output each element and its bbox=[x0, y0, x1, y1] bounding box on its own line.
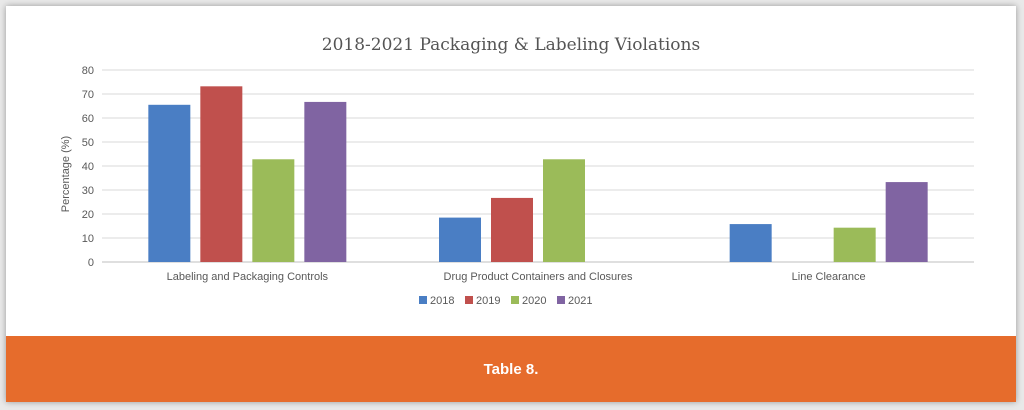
x-tick-label: Labeling and Packaging Controls bbox=[167, 271, 329, 283]
bar-2020-1 bbox=[252, 159, 295, 262]
bars bbox=[148, 86, 928, 262]
y-tick-label: 80 bbox=[82, 65, 94, 77]
y-axis-ticks: 0 10 20 30 40 50 60 70 80 bbox=[82, 65, 94, 269]
y-tick-label: 60 bbox=[82, 113, 94, 125]
gridlines bbox=[102, 69, 974, 263]
y-tick-label: 20 bbox=[82, 209, 94, 221]
y-tick-label: 50 bbox=[82, 137, 94, 149]
legend: 2018 2019 2020 2021 bbox=[419, 295, 592, 307]
legend-swatch bbox=[557, 296, 565, 304]
y-tick-label: 40 bbox=[82, 161, 94, 173]
caption-text: Table 8. bbox=[483, 360, 539, 378]
y-tick-label: 30 bbox=[82, 185, 94, 197]
bar-2018-3 bbox=[729, 224, 772, 262]
bar-2021-1 bbox=[304, 101, 347, 262]
legend-swatch bbox=[419, 296, 427, 304]
caption-banner: Table 8. bbox=[6, 336, 1016, 402]
bar-chart: 2018-2021 Packaging & Labeling Violation… bbox=[60, 35, 974, 307]
legend-swatch bbox=[465, 296, 473, 304]
bar-2018-1 bbox=[148, 104, 191, 262]
legend-label: 2021 bbox=[568, 295, 592, 307]
bar-2020-3 bbox=[833, 227, 876, 262]
y-axis-label: Percentage (%) bbox=[60, 136, 72, 212]
figure-card: 2018-2021 Packaging & Labeling Violation… bbox=[6, 6, 1016, 402]
x-tick-label: Drug Product Containers and Closures bbox=[444, 271, 633, 283]
bar-2019-2 bbox=[491, 197, 533, 262]
y-tick-label: 70 bbox=[82, 89, 94, 101]
legend-label: 2020 bbox=[522, 295, 546, 307]
legend-label: 2018 bbox=[430, 295, 454, 307]
bar-2019-1 bbox=[200, 86, 243, 262]
x-tick-label: Line Clearance bbox=[792, 271, 866, 283]
chart-title: 2018-2021 Packaging & Labeling Violation… bbox=[322, 35, 700, 55]
x-axis-ticks: Labeling and Packaging Controls Drug Prod… bbox=[167, 271, 866, 283]
legend-swatch bbox=[511, 296, 519, 304]
bar-2020-2 bbox=[543, 159, 585, 262]
bar-2021-3 bbox=[885, 182, 928, 262]
legend-label: 2019 bbox=[476, 295, 500, 307]
y-tick-label: 10 bbox=[82, 233, 94, 245]
y-tick-label: 0 bbox=[88, 257, 94, 269]
bar-2018-2 bbox=[439, 217, 481, 262]
